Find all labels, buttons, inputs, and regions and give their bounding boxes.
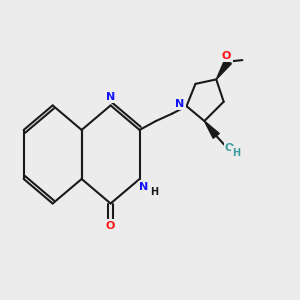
Polygon shape [216, 59, 231, 80]
Polygon shape [204, 121, 219, 138]
Text: O: O [225, 143, 234, 153]
Text: N: N [106, 92, 115, 102]
Text: N: N [176, 99, 184, 109]
Text: O: O [106, 221, 115, 231]
Text: H: H [232, 148, 241, 158]
Text: H: H [150, 188, 158, 197]
Text: N: N [140, 182, 149, 192]
Text: O: O [222, 51, 231, 61]
